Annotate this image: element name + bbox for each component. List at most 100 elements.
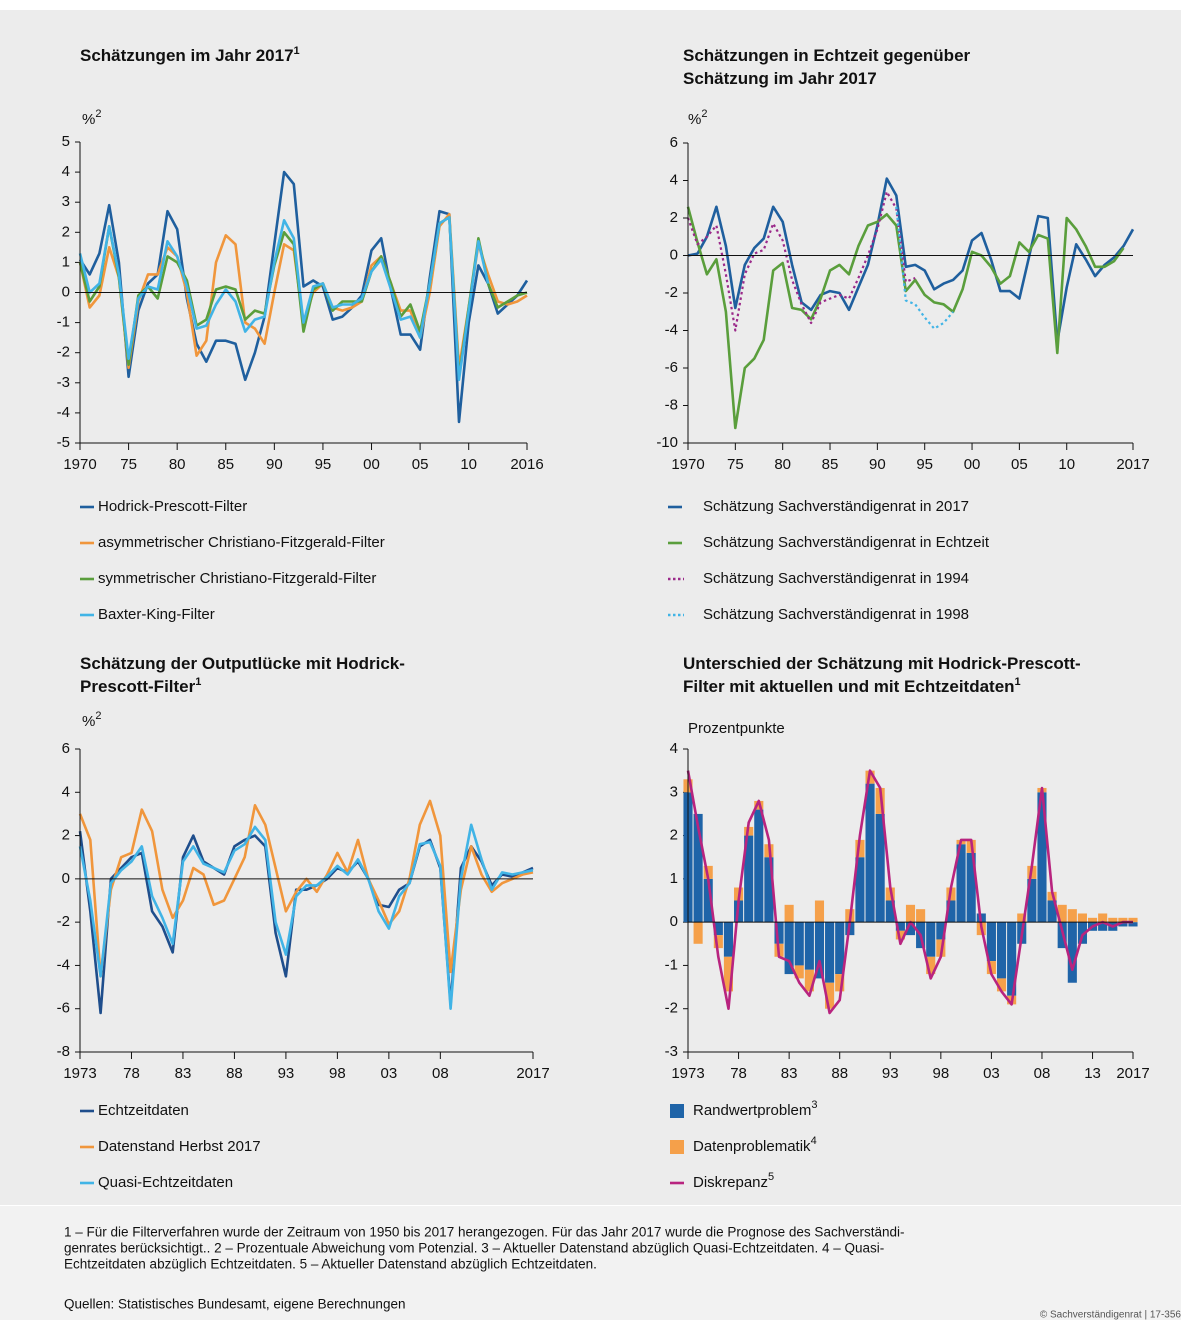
- x-tick-label: 80: [169, 456, 186, 473]
- y-tick-label: 4: [62, 163, 70, 180]
- x-tick-label: 03: [983, 1065, 1000, 1082]
- superscript: 1: [1015, 676, 1021, 688]
- legend-label: Schätzung Sachverständigenrat in Echtzei…: [703, 534, 990, 551]
- bar-segment: [825, 922, 835, 983]
- unit: %: [82, 713, 95, 730]
- bar-segment: [1108, 917, 1118, 923]
- legend-swatch: [670, 1104, 684, 1118]
- bar-segment: [916, 909, 926, 923]
- x-tick-label: 08: [1034, 1065, 1051, 1082]
- chart-title-line: Unterschied der Schätzung mit Hodrick-Pr…: [683, 654, 1081, 673]
- bar-segment: [1067, 922, 1077, 983]
- legend-label: Datenproblematik: [693, 1138, 811, 1155]
- superscript: 1: [294, 45, 300, 57]
- notes-panel: [0, 1206, 1181, 1320]
- legend-entry: Datenstand Herbst 2017: [98, 1138, 261, 1155]
- bar-segment: [926, 922, 936, 957]
- bar-segment: [855, 857, 865, 923]
- bar-segment: [814, 900, 825, 923]
- y-tick-label: -5: [57, 434, 70, 451]
- legend-label: Quasi-Echtzeitdaten: [98, 1174, 233, 1191]
- x-tick-label: 2017: [1116, 1065, 1149, 1082]
- bar-segment: [784, 922, 794, 975]
- y-tick-label: 5: [62, 133, 70, 150]
- x-tick-label: 90: [266, 456, 283, 473]
- data-line: [895, 206, 954, 330]
- bar-segment: [865, 783, 875, 923]
- y-tick-label: -1: [57, 314, 70, 331]
- chart-panel: [0, 10, 1181, 1205]
- x-tick-label: 98: [329, 1065, 346, 1082]
- y-tick-label: 2: [670, 827, 678, 844]
- chart-title-line: Schätzung im Jahr 2017: [683, 69, 877, 88]
- y-tick-label: -2: [665, 284, 678, 301]
- legend-label: Echtzeitdaten: [98, 1102, 189, 1119]
- bar-segment: [875, 787, 885, 814]
- bar-segment: [774, 922, 784, 944]
- bar-segment: [713, 922, 723, 936]
- bar-segment: [693, 813, 703, 923]
- bar-segment: [764, 857, 774, 923]
- bar-segment: [1027, 878, 1037, 923]
- bar-segment: [1017, 913, 1027, 923]
- legend-label: asymmetrischer Christiano-Fitzgerald-Fil…: [98, 534, 385, 551]
- legend-entry: Baxter-King-Filter: [98, 606, 215, 623]
- y-tick-label: -4: [665, 321, 678, 338]
- bar-segment: [744, 835, 754, 923]
- chart-title: Schätzung der Outputlücke mit Hodrick-: [80, 654, 405, 673]
- x-tick-label: 08: [432, 1065, 449, 1082]
- legend-label: Schätzung Sachverständigenrat in 1994: [703, 570, 969, 587]
- bar-segment: [1098, 913, 1108, 923]
- y-tick-label: -4: [57, 956, 70, 973]
- bar-segment: [723, 956, 734, 992]
- x-tick-label: 00: [964, 456, 981, 473]
- y-tick-label: 0: [670, 246, 678, 263]
- bar-segment: [905, 904, 916, 923]
- y-tick-label: 1: [62, 253, 70, 270]
- x-tick-label: 98: [932, 1065, 949, 1082]
- legend-entry: Datenproblematik4: [693, 1135, 817, 1155]
- x-tick-label: 93: [882, 1065, 899, 1082]
- x-tick-label: 83: [781, 1065, 798, 1082]
- bar-segment: [814, 922, 825, 979]
- y-tick-label: -2: [57, 344, 70, 361]
- bar-segment: [804, 922, 814, 970]
- bar-segment: [875, 813, 885, 923]
- bar-segment: [1077, 913, 1087, 923]
- bar-segment: [835, 974, 845, 992]
- superscript: 3: [811, 1099, 817, 1111]
- x-tick-label: 83: [175, 1065, 192, 1082]
- bar-segment: [885, 900, 895, 923]
- bar-segment: [1118, 922, 1128, 927]
- superscript: 2: [95, 108, 101, 120]
- legend-entry: Schätzung Sachverständigenrat in 1998: [703, 606, 969, 623]
- legend-entry: symmetrischer Christiano-Fitzgerald-Filt…: [98, 570, 376, 587]
- legend-label: Schätzung Sachverständigenrat in 1998: [703, 606, 969, 623]
- bar-segment: [825, 982, 835, 1009]
- data-line: [78, 823, 534, 1010]
- y-tick-label: 4: [670, 740, 678, 757]
- bar-segment: [986, 922, 996, 962]
- legend-entry: Randwertproblem3: [693, 1099, 818, 1119]
- unit-label: %2: [688, 108, 707, 128]
- y-tick-label: -10: [656, 434, 678, 451]
- x-tick-label: 1973: [671, 1065, 704, 1082]
- y-tick-label: -3: [57, 374, 70, 391]
- bar-segment: [784, 904, 794, 923]
- superscript: 1: [195, 676, 201, 688]
- x-tick-label: 88: [226, 1065, 243, 1082]
- bar-segment: [895, 930, 905, 940]
- x-tick-label: 2017: [516, 1065, 549, 1082]
- legend-swatch: [670, 1140, 684, 1154]
- chart-title: Prescott-Filter1: [80, 676, 201, 697]
- y-tick-label: 4: [670, 171, 678, 188]
- x-tick-label: 13: [1084, 1065, 1101, 1082]
- x-tick-label: 03: [381, 1065, 398, 1082]
- bar-segment: [835, 922, 845, 975]
- footnote: Echtzeitdaten abzüglich Echtzeitdaten. 5…: [64, 1257, 597, 1272]
- bar-segment: [794, 965, 804, 979]
- bar-segment: [855, 839, 865, 858]
- legend-label: symmetrischer Christiano-Fitzgerald-Filt…: [98, 570, 376, 587]
- y-tick-label: 4: [62, 783, 70, 800]
- legend-entry: Schätzung Sachverständigenrat in Echtzei…: [703, 534, 990, 551]
